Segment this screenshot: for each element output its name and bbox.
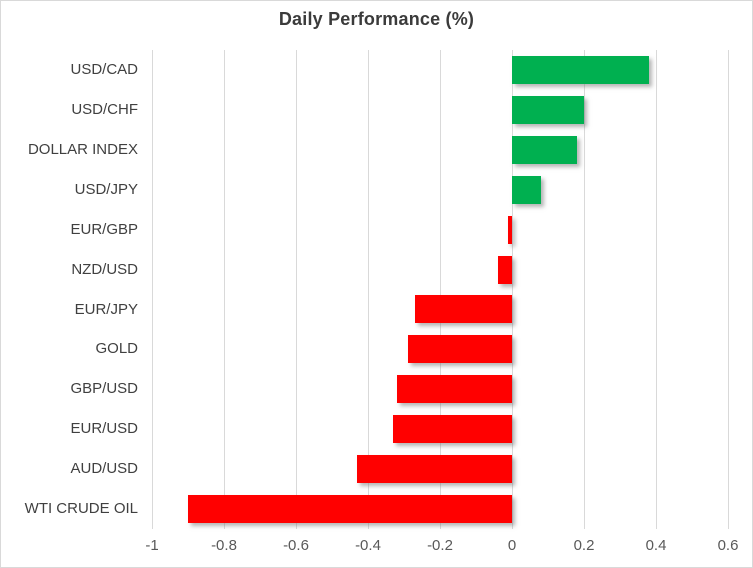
plot-area [151, 50, 729, 529]
bar-dollar-index [512, 135, 577, 164]
category-label-eur-gbp: EUR/GBP [70, 220, 138, 238]
category-label-usd-chf: USD/CHF [71, 100, 138, 118]
category-label-gbp-usd: GBP/USD [70, 380, 138, 398]
category-axis: USD/CAD USD/CHF DOLLAR INDEX USD/JPY EUR/GBP… [1, 50, 144, 529]
x-tick-label: 0.6 [717, 537, 739, 554]
bar-wti-crude-oil [188, 495, 512, 524]
bar-eur-usd [393, 415, 512, 444]
x-tick-label: 0 [507, 537, 517, 554]
x-tick-label: -0.8 [211, 537, 237, 554]
x-tick-label: 0.4 [645, 537, 667, 554]
category-label-wti-crude-oil: WTI CRUDE OIL [24, 500, 138, 518]
category-label-eur-jpy: EUR/JPY [74, 300, 138, 318]
gridline [439, 50, 441, 529]
x-tick-label: -0.6 [283, 537, 309, 554]
chart-title: Daily Performance (%) [278, 9, 475, 29]
category-label-usd-cad: USD/CAD [70, 61, 138, 78]
gridline [583, 50, 585, 529]
bar-eur-jpy [414, 295, 512, 324]
x-tick-label: -1 [145, 537, 159, 554]
bar-usd-cad [512, 55, 649, 84]
bar-usd-jpy [512, 175, 541, 204]
gridline [727, 50, 729, 529]
bar-gold [407, 335, 512, 364]
gridline [655, 50, 657, 529]
x-axis: -1 -0.8 -0.6 -0.4 -0.2 0 0.2 0.4 0.6 [145, 537, 738, 559]
bar-usd-chf [512, 95, 584, 124]
bar-eur-gbp [508, 215, 512, 244]
x-tick-label: -0.4 [355, 537, 381, 554]
category-label-usd-jpy: USD/JPY [74, 180, 138, 198]
category-label-aud-usd: AUD/USD [70, 460, 138, 478]
category-label-eur-usd: EUR/USD [70, 420, 138, 438]
gridline [367, 50, 369, 529]
gridline [511, 50, 513, 529]
category-label-gold: GOLD [95, 340, 138, 358]
gridline [223, 50, 225, 529]
bar-aud-usd [357, 455, 512, 484]
category-label-dollar-index: DOLLAR INDEX [27, 140, 138, 158]
category-label-nzd-usd: NZD/USD [71, 260, 138, 278]
x-tick-label: -0.2 [427, 537, 453, 554]
bar-gbp-usd [396, 375, 512, 404]
gridline [295, 50, 297, 529]
gridline [151, 50, 153, 529]
x-tick-label: 0.2 [573, 537, 595, 554]
bar-nzd-usd [497, 255, 512, 284]
